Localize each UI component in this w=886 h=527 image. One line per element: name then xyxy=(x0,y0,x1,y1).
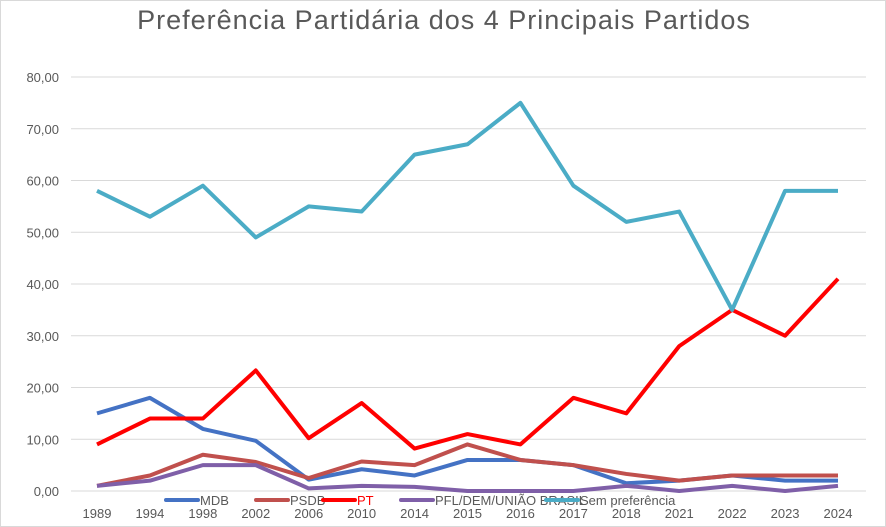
y-tick-label: 20,00 xyxy=(26,381,59,396)
chart-title: Preferência Partidária dos 4 Principais … xyxy=(137,5,751,35)
x-tick-label: 2014 xyxy=(400,506,429,521)
legend-label: MDB xyxy=(200,493,229,508)
x-tick-label: 2023 xyxy=(771,506,800,521)
x-tick-label: 2017 xyxy=(559,506,588,521)
x-tick-label: 2016 xyxy=(506,506,535,521)
x-tick-label: 1994 xyxy=(135,506,164,521)
y-tick-label: 50,00 xyxy=(26,225,59,240)
y-tick-label: 80,00 xyxy=(26,70,59,85)
x-tick-label: 2015 xyxy=(453,506,482,521)
x-tick-label: 2006 xyxy=(294,506,323,521)
y-tick-label: 60,00 xyxy=(26,174,59,189)
x-tick-label: 2022 xyxy=(718,506,747,521)
series-line-psdb xyxy=(96,442,838,488)
series-line-sem-prefer-ncia xyxy=(96,100,838,312)
series-line-pfl-dem-uni-o-brasil xyxy=(96,463,839,493)
x-tick-label: 2002 xyxy=(241,506,270,521)
x-tick-label: 2021 xyxy=(665,506,694,521)
legend-label: PSDB xyxy=(290,493,325,508)
legend-label: PFL/DEM/UNIÃO BRASIL xyxy=(435,493,586,508)
y-tick-label: 70,00 xyxy=(26,122,59,137)
series-line-mdb xyxy=(96,395,838,486)
y-tick-label: 30,00 xyxy=(26,329,59,344)
y-tick-label: 0,00 xyxy=(34,484,59,499)
x-tick-label: 2018 xyxy=(612,506,641,521)
legend-label: Sem preferência xyxy=(580,493,676,508)
y-tick-label: 40,00 xyxy=(26,277,59,292)
x-tick-label: 1998 xyxy=(188,506,217,521)
x-tick-label: 2024 xyxy=(824,506,853,521)
x-tick-label: 1989 xyxy=(83,506,112,521)
legend-label: PT xyxy=(357,493,374,508)
x-tick-label: 2010 xyxy=(347,506,376,521)
y-tick-label: 10,00 xyxy=(26,432,59,447)
series-line-pt xyxy=(96,277,840,451)
